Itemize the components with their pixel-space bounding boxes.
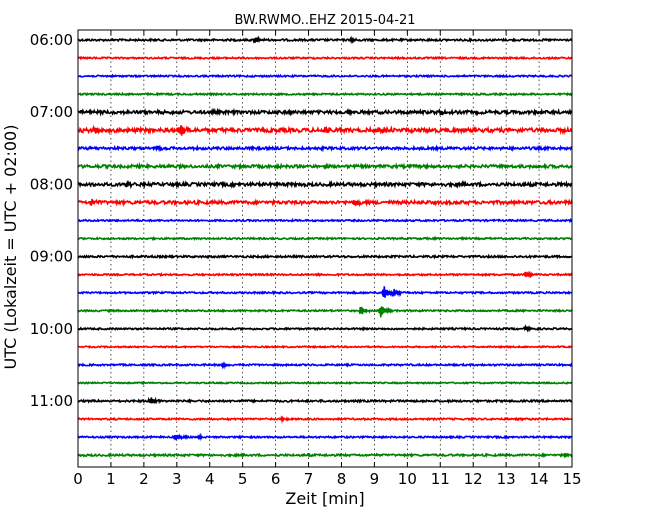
trace-0930 (77, 286, 573, 298)
trace-0715 (77, 124, 573, 136)
y-tick-label: 10:00 (30, 320, 73, 338)
y-tick-label: 08:00 (30, 175, 73, 193)
trace-0830 (77, 217, 573, 224)
x-tick-label: 1 (106, 470, 116, 488)
trace-0815 (77, 198, 573, 208)
chart-title: BW.RWMO..EHZ 2015-04-21 (234, 13, 415, 28)
trace-1000 (77, 324, 573, 333)
grid-layer (110, 30, 540, 467)
x-tick-label: 3 (172, 470, 182, 488)
trace-1015 (77, 344, 573, 350)
trace-1115 (77, 415, 573, 424)
x-tick-label: 2 (139, 470, 149, 488)
x-tick-label: 8 (337, 470, 347, 488)
trace-0730 (77, 144, 573, 153)
x-tick-label: 0 (73, 470, 83, 488)
x-tick-label: 15 (562, 470, 581, 488)
y-axis-label: UTC (Lokalzeit = UTC + 02:00) (1, 125, 20, 370)
trace-1100 (77, 396, 573, 405)
x-tick-label: 10 (398, 470, 417, 488)
x-tick-label: 13 (497, 470, 516, 488)
x-tick-label: 4 (205, 470, 215, 488)
trace-0745 (77, 161, 573, 171)
trace-0700 (77, 107, 573, 117)
plot-frame (77, 29, 573, 468)
trace-0615 (77, 55, 573, 61)
trace-0630 (77, 73, 573, 79)
trace-1130 (77, 432, 573, 442)
x-tick-label: 9 (370, 470, 380, 488)
trace-1045 (77, 380, 573, 386)
y-tick-label: 06:00 (30, 31, 73, 49)
trace-1030 (77, 361, 573, 370)
x-tick-label: 14 (530, 470, 549, 488)
y-tick-label: 07:00 (30, 103, 73, 121)
trace-0645 (77, 91, 573, 97)
trace-0900 (77, 253, 573, 260)
x-axis-label: Zeit [min] (285, 489, 364, 508)
trace-0945 (77, 306, 573, 318)
y-tick-label: 09:00 (30, 248, 73, 266)
trace-layer (77, 35, 573, 459)
x-tick-label: 12 (464, 470, 483, 488)
trace-1145 (77, 452, 573, 459)
y-tick-label: 11:00 (30, 392, 73, 410)
x-tick-label: 5 (238, 470, 248, 488)
x-tick-label: 6 (271, 470, 281, 488)
x-tick-label: 11 (431, 470, 450, 488)
trace-0845 (77, 235, 573, 242)
trace-0800 (77, 179, 573, 190)
tick-layer: 0 1 2 3 4 5 6 7 8 9 10 11 12 13 14 1506:0007:0008:0009:… (30, 30, 582, 488)
trace-0915 (77, 270, 573, 279)
x-tick-label: 7 (304, 470, 314, 488)
trace-0600 (77, 35, 573, 45)
